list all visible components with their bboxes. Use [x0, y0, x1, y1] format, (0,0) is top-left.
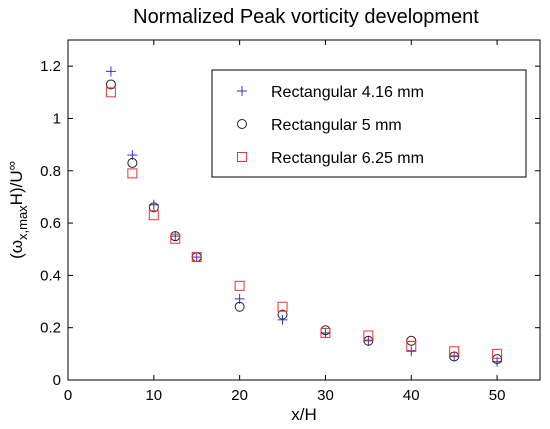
- data-point-series-1: [363, 335, 374, 346]
- x-tick-label: 20: [231, 387, 248, 404]
- x-axis-ticks: 0 10 20 30 40 50: [64, 40, 506, 404]
- data-point-series-1: [105, 66, 116, 77]
- data-point-series-1: [406, 346, 417, 357]
- data-point-series-3: [127, 168, 138, 179]
- y-axis-ticks: 0 0.2 0.4 0.6 0.8 1 1.2: [40, 58, 540, 389]
- x-tick-label: 40: [403, 387, 420, 404]
- y-tick-label: 0.4: [40, 267, 61, 284]
- y-label-open: (ω: [7, 240, 26, 259]
- data-point-series-2: [148, 202, 159, 213]
- legend-markers: [237, 86, 247, 162]
- data-point-series-3: [105, 87, 116, 98]
- data-point-series-2: [492, 354, 503, 365]
- data-point-series-3: [406, 341, 417, 351]
- data-point-series-3: [277, 301, 288, 312]
- data-point-series-1: [170, 231, 181, 242]
- legend-marker-series-1: [237, 86, 247, 96]
- plot-frame: [67, 39, 541, 381]
- data-point-series-2: [234, 301, 245, 312]
- x-tick-label: 30: [317, 387, 334, 404]
- data-point-series-2: [406, 335, 417, 346]
- y-label-middle: H)/U: [7, 170, 26, 205]
- x-axis-label: x/H: [291, 405, 317, 424]
- x-tick-label: 50: [489, 387, 506, 404]
- y-tick-label: 0.2: [40, 320, 61, 337]
- data-point-series-1: [277, 314, 288, 325]
- y-tick-label: 1: [53, 110, 61, 127]
- x-tick-label: 10: [145, 387, 162, 404]
- y-tick-label: 1.2: [40, 58, 61, 75]
- data-point-series-2: [363, 335, 374, 346]
- y-label-superscript: ∞: [4, 161, 19, 170]
- y-tick-label: 0: [53, 372, 61, 389]
- y-tick-label: 0.8: [40, 163, 61, 180]
- data-point-series-2: [277, 309, 288, 320]
- y-tick-label: 0.6: [40, 215, 61, 232]
- data-point-series-2: [105, 79, 116, 90]
- data-point-series-3: [363, 330, 374, 341]
- chart-title: Normalized Peak vorticity development: [133, 6, 479, 28]
- data-point-series-2: [449, 351, 460, 362]
- data-point-series-3: [320, 327, 331, 338]
- y-label-subscript: x,max: [15, 205, 30, 240]
- data-point-series-3: [170, 233, 181, 244]
- legend-label-series-1: Rectangular 4.16 mm: [271, 84, 424, 101]
- data-point-series-3: [449, 346, 460, 357]
- data-point-series-3: [148, 210, 159, 221]
- data-point-series-1: [449, 351, 460, 362]
- data-point-series-3: [234, 280, 245, 291]
- legend-label-series-2: Rectangular 5 mm: [271, 117, 402, 134]
- data-point-series-1: [191, 252, 202, 263]
- data-point-series-3: [191, 252, 202, 263]
- legend-marker-series-3: [237, 152, 247, 162]
- legend-label-series-3: Rectangular 6.25 mm: [271, 150, 424, 167]
- data-points: [105, 66, 503, 367]
- y-axis-label: (ωx,maxH)/U∞: [4, 161, 30, 259]
- legend-box: [211, 69, 527, 178]
- legend-marker-series-2: [237, 119, 247, 129]
- legend: Rectangular 4.16 mm Rectangular 5 mm Rec…: [211, 69, 527, 178]
- x-tick-label: 0: [64, 387, 72, 404]
- data-point-series-3: [492, 348, 503, 359]
- data-point-series-2: [127, 157, 138, 168]
